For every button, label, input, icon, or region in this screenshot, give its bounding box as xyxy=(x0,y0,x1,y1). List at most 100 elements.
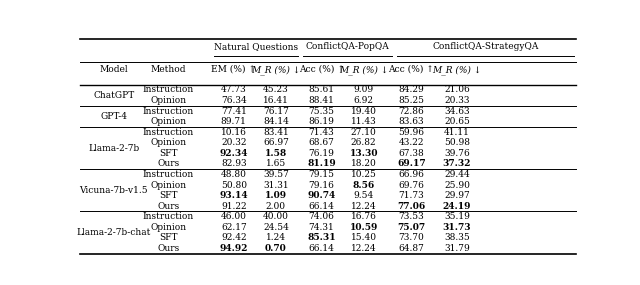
Text: 29.44: 29.44 xyxy=(444,170,470,179)
Text: M_R (%) ↓: M_R (%) ↓ xyxy=(339,65,388,75)
Text: 15.40: 15.40 xyxy=(351,233,377,242)
Text: 10.16: 10.16 xyxy=(221,128,246,137)
Text: 16.41: 16.41 xyxy=(263,96,289,105)
Text: 48.80: 48.80 xyxy=(221,170,246,179)
Text: 93.14: 93.14 xyxy=(220,191,248,200)
Text: 18.20: 18.20 xyxy=(351,159,376,168)
Text: 68.67: 68.67 xyxy=(308,138,335,147)
Text: 89.71: 89.71 xyxy=(221,117,246,126)
Text: 73.53: 73.53 xyxy=(399,212,424,221)
Text: 24.19: 24.19 xyxy=(443,201,471,211)
Text: 75.07: 75.07 xyxy=(397,223,426,232)
Text: 25.90: 25.90 xyxy=(444,180,470,190)
Text: 81.19: 81.19 xyxy=(307,159,336,168)
Text: 66.14: 66.14 xyxy=(308,201,335,211)
Text: 10.25: 10.25 xyxy=(351,170,377,179)
Text: 76.34: 76.34 xyxy=(221,96,246,105)
Text: 66.97: 66.97 xyxy=(263,138,289,147)
Text: 75.35: 75.35 xyxy=(308,107,335,116)
Text: Vicuna-7b-v1.5: Vicuna-7b-v1.5 xyxy=(79,186,148,195)
Text: Ours: Ours xyxy=(157,159,179,168)
Text: Ours: Ours xyxy=(157,244,179,253)
Text: 85.25: 85.25 xyxy=(398,96,424,105)
Text: 76.17: 76.17 xyxy=(263,107,289,116)
Text: 0.70: 0.70 xyxy=(265,244,287,253)
Text: 19.40: 19.40 xyxy=(351,107,377,116)
Text: 84.14: 84.14 xyxy=(263,117,289,126)
Text: 74.06: 74.06 xyxy=(308,212,335,221)
Text: GPT-4: GPT-4 xyxy=(100,112,127,121)
Text: Acc (%) ↑: Acc (%) ↑ xyxy=(299,65,344,74)
Text: 31.73: 31.73 xyxy=(443,223,471,232)
Text: 39.57: 39.57 xyxy=(263,170,289,179)
Text: 1.58: 1.58 xyxy=(265,149,287,158)
Text: ConflictQA-StrategyQA: ConflictQA-StrategyQA xyxy=(432,42,539,51)
Text: 62.17: 62.17 xyxy=(221,223,246,232)
Text: 21.06: 21.06 xyxy=(444,86,470,94)
Text: Method: Method xyxy=(150,65,186,74)
Text: 90.74: 90.74 xyxy=(307,191,335,200)
Text: 66.14: 66.14 xyxy=(308,244,335,253)
Text: 72.86: 72.86 xyxy=(399,107,424,116)
Text: Opinion: Opinion xyxy=(150,96,186,105)
Text: Instruction: Instruction xyxy=(143,212,194,221)
Text: Llama-2-7b-chat: Llama-2-7b-chat xyxy=(77,228,151,237)
Text: Acc (%) ↑: Acc (%) ↑ xyxy=(388,65,434,74)
Text: 13.30: 13.30 xyxy=(349,149,378,158)
Text: 2.00: 2.00 xyxy=(266,201,286,211)
Text: 84.29: 84.29 xyxy=(399,86,424,94)
Text: SFT: SFT xyxy=(159,191,177,200)
Text: 40.00: 40.00 xyxy=(263,212,289,221)
Text: 82.93: 82.93 xyxy=(221,159,246,168)
Text: 91.22: 91.22 xyxy=(221,201,246,211)
Text: Instruction: Instruction xyxy=(143,86,194,94)
Text: 1.24: 1.24 xyxy=(266,233,286,242)
Text: 1.65: 1.65 xyxy=(266,159,286,168)
Text: Model: Model xyxy=(99,65,128,74)
Text: 79.15: 79.15 xyxy=(308,170,335,179)
Text: 86.19: 86.19 xyxy=(308,117,335,126)
Text: 69.17: 69.17 xyxy=(397,159,426,168)
Text: 20.65: 20.65 xyxy=(444,117,470,126)
Text: Natural Questions: Natural Questions xyxy=(214,42,298,51)
Text: 43.22: 43.22 xyxy=(399,138,424,147)
Text: Ours: Ours xyxy=(157,201,179,211)
Text: 88.41: 88.41 xyxy=(308,96,335,105)
Text: 29.97: 29.97 xyxy=(444,191,470,200)
Text: 77.41: 77.41 xyxy=(221,107,246,116)
Text: SFT: SFT xyxy=(159,233,177,242)
Text: M_R (%) ↓: M_R (%) ↓ xyxy=(252,65,301,75)
Text: 26.82: 26.82 xyxy=(351,138,376,147)
Text: 94.92: 94.92 xyxy=(220,244,248,253)
Text: 83.41: 83.41 xyxy=(263,128,289,137)
Text: 45.23: 45.23 xyxy=(263,86,289,94)
Text: 66.96: 66.96 xyxy=(398,170,424,179)
Text: Llama-2-7b: Llama-2-7b xyxy=(88,144,140,152)
Text: 85.61: 85.61 xyxy=(308,86,335,94)
Text: 76.19: 76.19 xyxy=(308,149,335,158)
Text: 35.19: 35.19 xyxy=(444,212,470,221)
Text: 85.31: 85.31 xyxy=(307,233,336,242)
Text: Opinion: Opinion xyxy=(150,117,186,126)
Text: 16.76: 16.76 xyxy=(351,212,377,221)
Text: 38.35: 38.35 xyxy=(444,233,470,242)
Text: 12.24: 12.24 xyxy=(351,201,376,211)
Text: ConflictQA-PopQA: ConflictQA-PopQA xyxy=(306,42,390,51)
Text: SFT: SFT xyxy=(159,149,177,158)
Text: 1.09: 1.09 xyxy=(265,191,287,200)
Text: 12.24: 12.24 xyxy=(351,244,376,253)
Text: 67.38: 67.38 xyxy=(399,149,424,158)
Text: 83.63: 83.63 xyxy=(399,117,424,126)
Text: Instruction: Instruction xyxy=(143,107,194,116)
Text: 71.43: 71.43 xyxy=(308,128,335,137)
Text: Opinion: Opinion xyxy=(150,138,186,147)
Text: Instruction: Instruction xyxy=(143,128,194,137)
Text: 10.59: 10.59 xyxy=(349,223,378,232)
Text: 11.43: 11.43 xyxy=(351,117,376,126)
Text: 20.32: 20.32 xyxy=(221,138,246,147)
Text: 6.92: 6.92 xyxy=(354,96,374,105)
Text: 59.96: 59.96 xyxy=(398,128,424,137)
Text: 92.34: 92.34 xyxy=(220,149,248,158)
Text: 27.10: 27.10 xyxy=(351,128,376,137)
Text: 31.79: 31.79 xyxy=(444,244,470,253)
